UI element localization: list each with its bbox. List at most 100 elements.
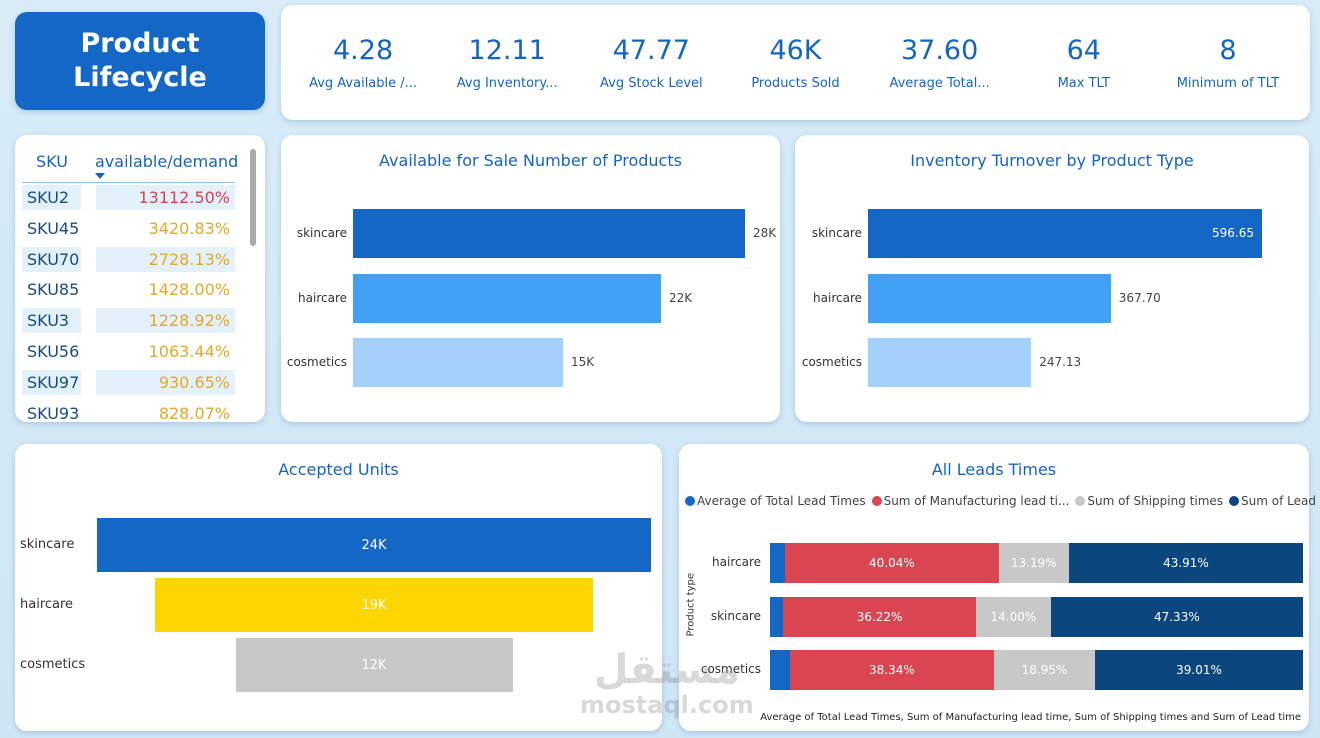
stacked-segment-cosmetics[interactable]: 18.95% (994, 650, 1096, 690)
bar-cosmetics[interactable] (868, 338, 1032, 387)
table-row[interactable]: SKU2 13112.50% (22, 185, 235, 210)
legend-label: Average of Total Lead Times (697, 494, 866, 508)
sku-table: SKU available/demand SKU2 13112.50% SKU45 3… (15, 135, 265, 422)
data-label: 43.91% (1163, 556, 1209, 570)
kpi-label: Minimum of TLT (1176, 75, 1280, 91)
available-demand-cell: 2728.13% (96, 246, 235, 272)
chart-title: Accepted Units (278, 460, 399, 479)
legend-item[interactable]: Sum of Shipping times (1075, 494, 1223, 508)
table-row[interactable]: SKU93 828.07% (22, 401, 235, 422)
legend-item[interactable]: Sum of Manufacturing lead ti... (871, 494, 1070, 508)
kpi-label: Avg Stock Level (600, 75, 703, 91)
sort-descending-icon (95, 173, 105, 179)
available-demand-column-header[interactable]: available/demand (95, 152, 239, 171)
legend-dot-icon (1075, 496, 1086, 506)
bar-haircare[interactable] (868, 274, 1111, 323)
data-label: 40.04% (869, 556, 915, 570)
legend-item[interactable]: Sum of Lead time (1229, 494, 1320, 508)
sku-cell: SKU56 (27, 342, 80, 361)
all-leads-times-chart: All Leads Times Average of Total Lead Ti… (679, 444, 1320, 731)
table-row[interactable]: SKU97 930.65% (22, 369, 235, 395)
sku-cell: SKU2 (22, 185, 81, 210)
table-row[interactable]: SKU45 3420.83% (22, 216, 235, 241)
legend-label: Sum of Shipping times (1087, 494, 1224, 508)
legend-item[interactable]: Average of Total Lead Times (685, 494, 866, 508)
kpi-card: 8 Minimum of TLT (1158, 35, 1298, 91)
stacked-segment-haircare[interactable] (770, 543, 786, 583)
sku-column-header[interactable]: SKU (36, 152, 68, 171)
category-label: haircare (712, 555, 761, 569)
dashboard-title: Product Lifecycle (15, 12, 265, 110)
kpi-label: Avg Available /... (309, 75, 418, 91)
sku-cell: SKU45 (27, 218, 80, 238)
data-label: 47.33% (1153, 610, 1200, 624)
stacked-segment-haircare[interactable]: 13.19% (998, 543, 1069, 583)
legend-label: Sum of Lead time (1241, 494, 1320, 508)
table-row[interactable]: SKU56 1063.44% (22, 339, 235, 364)
stacked-segment-skincare[interactable]: 36.22% (783, 597, 977, 637)
funnel-bar-skincare[interactable]: 24K (97, 518, 651, 572)
scrollbar[interactable] (250, 149, 256, 246)
table-row[interactable]: SKU70 2728.13% (22, 246, 235, 272)
bar-haircare[interactable] (353, 274, 661, 323)
category-label: cosmetics (20, 657, 86, 672)
chart-legend: Average of Total Lead Times Sum of Manufa… (685, 494, 1320, 508)
chart-title: Available for Sale Number of Products (379, 151, 682, 170)
available-demand-cell: 3420.83% (148, 218, 230, 238)
data-label: 15K (571, 354, 595, 369)
sku-cell: SKU3 (22, 308, 81, 334)
data-label: 14.00% (990, 610, 1037, 624)
kpi-card: 64 Max TLT (1014, 35, 1154, 91)
available-demand-cell: 930.65% (96, 369, 235, 395)
inventory-turnover-chart: Inventory Turnover by Product Type skinca… (795, 135, 1309, 422)
available-for-sale-chart: Available for Sale Number of Products ski… (281, 135, 780, 422)
stacked-segment-haircare[interactable]: 43.91% (1068, 543, 1303, 583)
legend-dot-icon (871, 496, 882, 506)
kpi-card: 46K Products Sold (725, 35, 865, 91)
kpi-card: 4.28 Avg Available /... (293, 35, 433, 91)
available-demand-cell: 1428.00% (148, 280, 230, 300)
kpi-card: 12.11 Avg Inventory... (437, 35, 577, 91)
table-row[interactable]: SKU85 1428.00% (22, 277, 235, 302)
kpi-value: 4.28 (333, 34, 394, 66)
data-label: 247.13 (1039, 354, 1082, 369)
category-label: haircare (813, 290, 862, 305)
table-row[interactable]: SKU3 1228.92% (22, 308, 235, 334)
kpi-value: 37.60 (900, 34, 979, 66)
category-label: haircare (20, 597, 74, 612)
y-axis-label-text: Product type (685, 573, 697, 637)
sku-cell: SKU97 (22, 369, 81, 395)
funnel-bar-haircare[interactable]: 19K (154, 578, 594, 632)
bar-cosmetics[interactable] (353, 338, 563, 387)
data-label: 36.22% (856, 610, 903, 624)
stacked-segment-skincare[interactable] (770, 597, 784, 637)
kpi-value: 46K (769, 34, 822, 66)
data-label: 38.34% (869, 663, 915, 677)
accepted-units-chart: Accepted Units skincare 24K haircare 19K cosm… (15, 444, 662, 731)
category-label: skincare (296, 225, 347, 240)
data-label: 12K (361, 657, 387, 673)
stacked-segment-haircare[interactable]: 40.04% (785, 543, 999, 583)
data-label: 22K (669, 290, 693, 305)
stacked-segment-skincare[interactable]: 14.00% (976, 597, 1051, 637)
stacked-segment-skincare[interactable]: 47.33% (1050, 597, 1303, 637)
chart-title: Inventory Turnover by Product Type (910, 151, 1194, 170)
available-demand-cell: 828.07% (158, 403, 230, 422)
legend-label: Sum of Manufacturing lead ti... (883, 494, 1070, 508)
stacked-segment-cosmetics[interactable]: 38.34% (789, 650, 995, 690)
kpi-label: Average Total... (889, 75, 990, 91)
bar-skincare[interactable] (868, 209, 1262, 258)
category-label: skincare (20, 537, 75, 552)
x-axis-label: Average of Total Lead Times, Sum of Manu… (760, 712, 1301, 723)
data-label: 28K (753, 225, 777, 240)
kpi-label: Avg Inventory... (456, 75, 558, 91)
kpi-value: 47.77 (612, 34, 690, 66)
funnel-bar-cosmetics[interactable]: 12K (235, 638, 513, 692)
stacked-segment-cosmetics[interactable] (770, 650, 790, 690)
stacked-segment-cosmetics[interactable]: 39.01% (1095, 650, 1303, 690)
category-label: cosmetics (801, 354, 862, 369)
bar-skincare[interactable] (353, 209, 745, 258)
kpi-label: Max TLT (1057, 75, 1110, 91)
sku-cell: SKU93 (27, 403, 80, 422)
available-demand-cell: 1063.44% (148, 342, 230, 361)
